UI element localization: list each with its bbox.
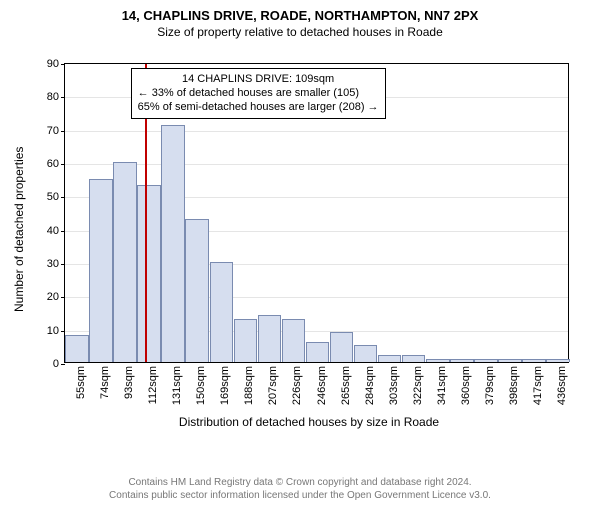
x-tick-label: 74sqm: [99, 366, 111, 399]
histogram-bar: [161, 125, 185, 362]
histogram-bar: [210, 262, 234, 362]
histogram-bar: [89, 179, 113, 362]
x-tick-label: 341sqm: [436, 366, 448, 405]
histogram-bar: [137, 185, 161, 362]
histogram-bar: [330, 332, 354, 362]
histogram-bar: [402, 355, 426, 362]
y-tick-mark: [61, 197, 65, 198]
x-tick-label: 131sqm: [171, 366, 183, 405]
histogram-bar: [546, 359, 570, 362]
footer-line-2: Contains public sector information licen…: [0, 489, 600, 502]
chart-container: Number of detached properties 0102030405…: [34, 63, 584, 433]
y-tick-mark: [61, 164, 65, 165]
x-tick-label: 207sqm: [267, 366, 279, 405]
x-tick-label: 150sqm: [195, 366, 207, 405]
y-tick-label: 60: [47, 158, 59, 170]
histogram-bar: [234, 319, 258, 362]
y-axis-label: Number of detached properties: [12, 147, 26, 312]
histogram-bar: [65, 335, 89, 362]
histogram-bar: [306, 342, 330, 362]
y-tick-mark: [61, 64, 65, 65]
histogram-bar: [474, 359, 498, 362]
gridline: [65, 131, 568, 132]
annotation-line: 14 CHAPLINS DRIVE: 109sqm: [138, 73, 379, 87]
x-tick-label: 226sqm: [291, 366, 303, 405]
y-tick-mark: [61, 297, 65, 298]
page-subtitle: Size of property relative to detached ho…: [0, 25, 600, 39]
annotation-box: 14 CHAPLINS DRIVE: 109sqm← 33% of detach…: [131, 68, 386, 119]
x-tick-label: 188sqm: [243, 366, 255, 405]
y-tick-label: 50: [47, 191, 59, 203]
histogram-bar: [354, 345, 378, 362]
histogram-bar: [378, 355, 402, 362]
y-tick-mark: [61, 264, 65, 265]
histogram-bar: [185, 219, 209, 362]
plot-area: 010203040506070809055sqm74sqm93sqm112sqm…: [64, 63, 569, 363]
histogram-bar: [258, 315, 282, 362]
y-tick-label: 40: [47, 225, 59, 237]
x-tick-label: 246sqm: [316, 366, 328, 405]
annotation-line: ← 33% of detached houses are smaller (10…: [138, 87, 379, 101]
y-tick-label: 10: [47, 325, 59, 337]
y-tick-mark: [61, 231, 65, 232]
y-tick-mark: [61, 131, 65, 132]
x-tick-label: 55sqm: [75, 366, 87, 399]
x-tick-label: 303sqm: [388, 366, 400, 405]
histogram-bar: [282, 319, 306, 362]
x-tick-label: 379sqm: [484, 366, 496, 405]
histogram-bar: [113, 162, 137, 362]
x-tick-label: 360sqm: [460, 366, 472, 405]
footer-line-1: Contains HM Land Registry data © Crown c…: [0, 476, 600, 489]
gridline: [65, 164, 568, 165]
x-axis-label: Distribution of detached houses by size …: [34, 415, 584, 429]
y-tick-mark: [61, 331, 65, 332]
y-tick-label: 20: [47, 291, 59, 303]
x-tick-label: 417sqm: [532, 366, 544, 405]
x-tick-label: 284sqm: [364, 366, 376, 405]
x-tick-label: 398sqm: [508, 366, 520, 405]
y-tick-label: 70: [47, 125, 59, 137]
x-tick-label: 322sqm: [412, 366, 424, 405]
x-tick-label: 169sqm: [219, 366, 231, 405]
y-tick-mark: [61, 364, 65, 365]
x-tick-label: 93sqm: [123, 366, 135, 399]
histogram-bar: [522, 359, 546, 362]
page-title: 14, CHAPLINS DRIVE, ROADE, NORTHAMPTON, …: [0, 8, 600, 23]
x-tick-label: 436sqm: [556, 366, 568, 405]
y-tick-mark: [61, 97, 65, 98]
y-tick-label: 80: [47, 91, 59, 103]
histogram-bar: [426, 359, 450, 362]
y-tick-label: 90: [47, 58, 59, 70]
histogram-bar: [450, 359, 474, 362]
y-tick-label: 0: [53, 358, 59, 370]
y-tick-label: 30: [47, 258, 59, 270]
x-tick-label: 265sqm: [340, 366, 352, 405]
x-tick-label: 112sqm: [147, 366, 159, 404]
footer-credits: Contains HM Land Registry data © Crown c…: [0, 476, 600, 502]
histogram-bar: [498, 359, 522, 362]
annotation-line: 65% of semi-detached houses are larger (…: [138, 101, 379, 115]
